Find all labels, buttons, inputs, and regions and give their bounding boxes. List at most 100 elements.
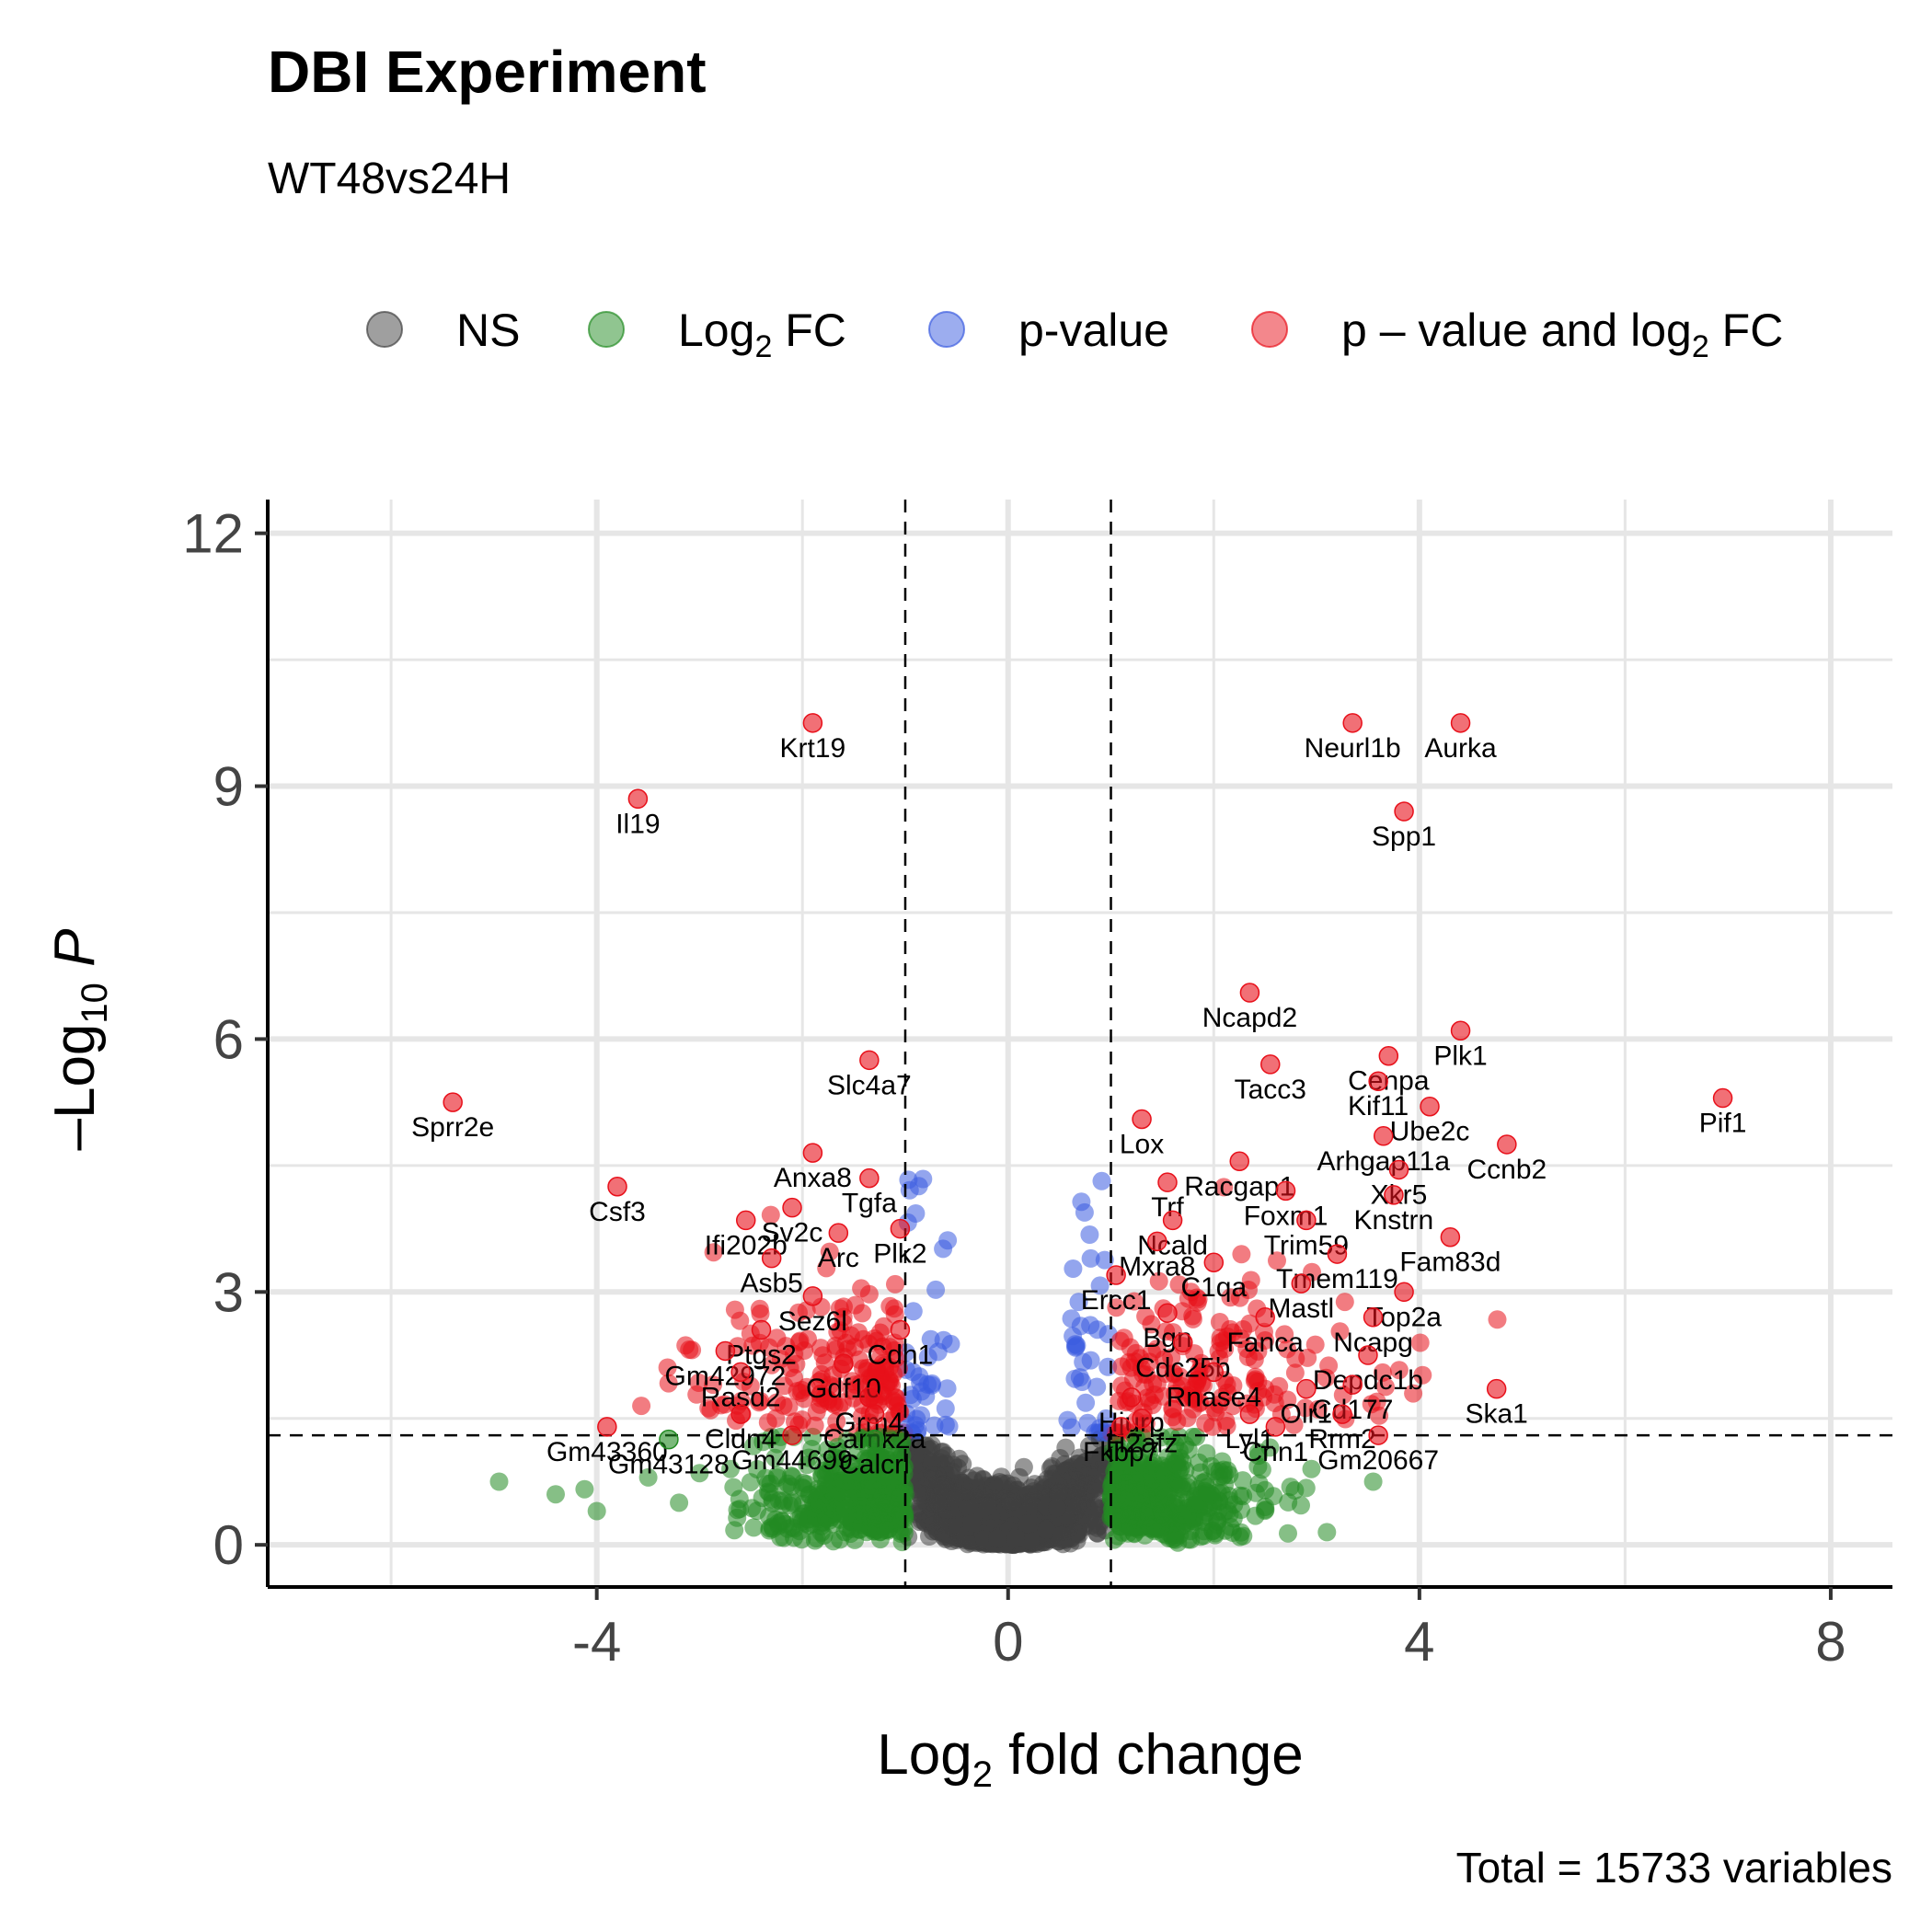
data-point xyxy=(1389,1361,1409,1380)
labeled-point xyxy=(627,788,649,810)
gene-label: Tacc3 xyxy=(1235,1075,1306,1105)
data-point xyxy=(1135,1505,1155,1524)
data-point xyxy=(748,1460,767,1478)
gene-label: Arc xyxy=(818,1243,859,1273)
data-point xyxy=(787,1354,806,1374)
gene-label: Olr1 xyxy=(1281,1399,1333,1430)
labeled-point xyxy=(890,1218,911,1239)
labeled-point xyxy=(1368,1071,1388,1091)
data-point xyxy=(928,1494,948,1513)
gene-label: Calcrl xyxy=(839,1450,910,1480)
data-point xyxy=(1234,1320,1253,1339)
y-axis-label: –Log10 P xyxy=(43,928,115,1150)
labeled-point xyxy=(1420,1096,1440,1117)
data-point xyxy=(659,1374,678,1393)
data-point xyxy=(828,1322,847,1341)
gene-label: Hjurp xyxy=(1098,1408,1165,1438)
data-point xyxy=(1125,1483,1144,1501)
x-axis-label: Log2 fold change xyxy=(877,1723,1304,1795)
data-point xyxy=(632,1397,651,1416)
gene-label: Racgap1 xyxy=(1184,1171,1294,1202)
data-point xyxy=(1317,1523,1337,1542)
data-point xyxy=(934,1239,953,1259)
gene-label: Plk2 xyxy=(873,1239,926,1270)
data-point xyxy=(680,1340,699,1359)
gene-label: Kif11 xyxy=(1348,1091,1409,1121)
data-point xyxy=(704,1243,723,1262)
labeled-point xyxy=(730,1362,751,1383)
data-point xyxy=(1205,1525,1225,1545)
labeled-point xyxy=(1368,1425,1388,1445)
data-point xyxy=(1246,1370,1265,1389)
data-point xyxy=(833,1473,852,1492)
data-point xyxy=(1019,1485,1038,1504)
data-point xyxy=(1018,1514,1037,1534)
data-point xyxy=(1413,1365,1432,1385)
data-point xyxy=(721,1459,740,1478)
labeled-point xyxy=(1203,1362,1225,1383)
labeled-point xyxy=(1203,1252,1225,1272)
data-point xyxy=(742,1499,762,1518)
labeled-point xyxy=(1173,1332,1193,1353)
data-point xyxy=(826,1340,845,1359)
gene-label: Fkbp7 xyxy=(1083,1437,1159,1467)
data-point xyxy=(805,1531,824,1550)
gene-label: Sez6l xyxy=(778,1306,847,1337)
data-point xyxy=(1052,1525,1071,1545)
labeled-point xyxy=(859,1167,880,1189)
legend-label: p – value and log2 FC xyxy=(1341,305,1783,364)
data-point xyxy=(1241,1271,1260,1290)
data-point xyxy=(958,1535,977,1554)
data-point xyxy=(843,1372,862,1391)
data-point xyxy=(546,1485,565,1504)
data-point xyxy=(1126,1343,1145,1363)
data-point xyxy=(762,1355,781,1374)
data-point xyxy=(1295,1398,1315,1418)
data-point xyxy=(915,1436,935,1455)
data-point xyxy=(988,1529,1007,1548)
data-point xyxy=(924,1512,943,1532)
gene-label: Sprr2e xyxy=(411,1112,494,1143)
data-point xyxy=(1080,1225,1099,1244)
labeled-point xyxy=(1229,1151,1249,1172)
data-point xyxy=(1230,1288,1249,1307)
x-tick-label: -4 xyxy=(572,1611,621,1673)
gene-label: Gm20667 xyxy=(1317,1445,1439,1476)
legend-key xyxy=(366,311,403,348)
data-point xyxy=(978,1497,997,1516)
data-point xyxy=(1020,1532,1040,1551)
labeled-point xyxy=(1239,1404,1260,1424)
gene-label: Plk1 xyxy=(1433,1041,1487,1071)
data-point xyxy=(799,1516,819,1535)
data-point xyxy=(1330,1322,1350,1341)
gene-label: Knstrn xyxy=(1354,1205,1434,1236)
data-point xyxy=(778,1519,798,1538)
data-point xyxy=(750,1393,769,1412)
data-point xyxy=(886,1349,905,1368)
data-point xyxy=(1136,1306,1156,1326)
data-point xyxy=(1373,1363,1392,1382)
data-point xyxy=(1335,1293,1354,1312)
data-point xyxy=(968,1466,987,1486)
data-point xyxy=(1081,1248,1100,1268)
data-point xyxy=(1195,1512,1213,1532)
data-point xyxy=(1284,1415,1304,1434)
data-point xyxy=(1076,1393,1096,1412)
data-point xyxy=(1162,1348,1181,1367)
data-point xyxy=(921,1329,940,1349)
legend-label: p-value xyxy=(1018,305,1169,356)
labeled-point xyxy=(834,1353,854,1374)
gene-label: Rrm2 xyxy=(1308,1424,1375,1455)
data-point xyxy=(885,1305,904,1324)
labeled-point xyxy=(1327,1244,1348,1264)
data-point xyxy=(1275,1325,1294,1344)
data-point xyxy=(1302,1459,1321,1478)
labeled-point xyxy=(607,1177,627,1197)
gene-label: Csf3 xyxy=(589,1197,646,1227)
data-point xyxy=(1292,1496,1310,1515)
data-point xyxy=(1098,1357,1118,1376)
data-point xyxy=(864,1477,882,1495)
data-point xyxy=(1214,1466,1234,1484)
labeled-point xyxy=(1450,1020,1471,1041)
labeled-point xyxy=(1373,1126,1394,1146)
